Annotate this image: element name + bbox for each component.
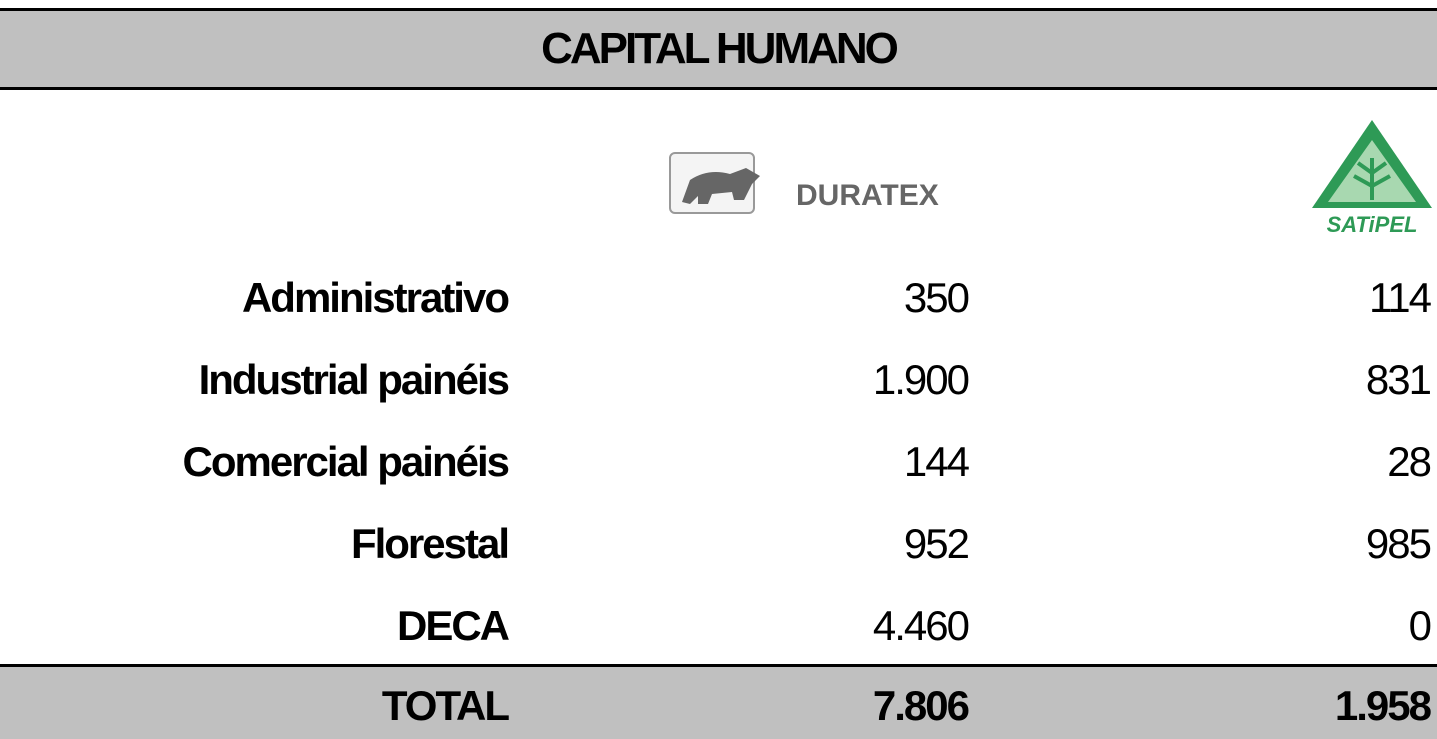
total-label: TOTAL — [381, 682, 510, 729]
duratex-text: DURATEX — [796, 179, 939, 212]
title-band — [0, 8, 1437, 90]
total-value: 7.806 — [872, 682, 970, 729]
row-label: Industrial painéis — [198, 356, 510, 403]
satipel-value: 114 — [1369, 274, 1432, 321]
duratex-value: 1.900 — [872, 356, 970, 403]
satipel-text: SATiPEL — [1327, 212, 1418, 237]
duratex-value: 350 — [903, 274, 970, 321]
satipel-value: 985 — [1365, 520, 1432, 567]
duratex-value: 952 — [903, 520, 970, 567]
total-value: 1.958 — [1334, 682, 1432, 729]
row-label: Comercial painéis — [182, 438, 510, 485]
row-label: Administrativo — [241, 274, 510, 321]
row-label: DECA — [396, 602, 510, 649]
satipel-value: 831 — [1365, 356, 1432, 403]
satipel-logo: SATiPEL — [1312, 120, 1432, 237]
satipel-value: 0 — [1408, 602, 1432, 649]
row-label: Florestal — [350, 520, 510, 567]
total-band — [0, 664, 1437, 739]
duratex-value: 144 — [903, 438, 970, 485]
title: CAPITAL HUMANO — [541, 24, 899, 73]
duratex-value: 4.460 — [872, 602, 970, 649]
satipel-value: 28 — [1387, 438, 1432, 485]
duratex-logo: DURATEX — [669, 152, 939, 214]
